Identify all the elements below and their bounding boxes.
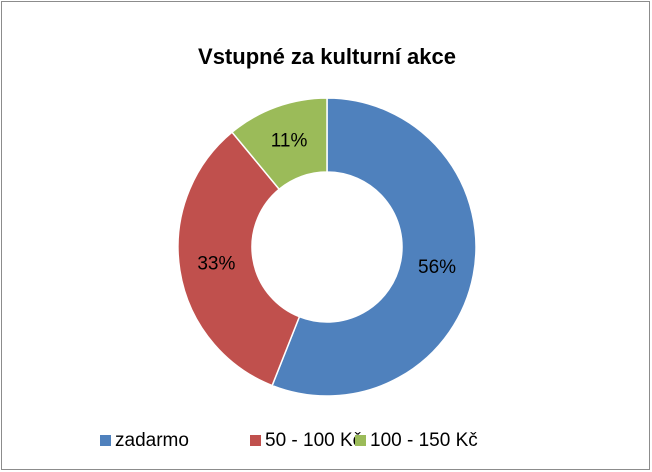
donut-slice: [177, 131, 301, 387]
donut-slice: [230, 97, 328, 191]
data-label: 11%: [271, 131, 308, 152]
legend-swatch: [250, 435, 261, 446]
legend-label: zadarmo: [115, 430, 189, 451]
legend-label: 50 - 100 Kč: [265, 430, 362, 451]
legend-swatch: [355, 435, 366, 446]
legend-label: 100 - 150 Kč: [370, 430, 478, 451]
data-label: 33%: [197, 254, 235, 275]
legend-swatch: [100, 435, 111, 446]
chart-title: Vstupné za kulturní akce: [198, 44, 456, 69]
donut-slice: [271, 97, 477, 397]
data-label: 56%: [418, 257, 456, 278]
